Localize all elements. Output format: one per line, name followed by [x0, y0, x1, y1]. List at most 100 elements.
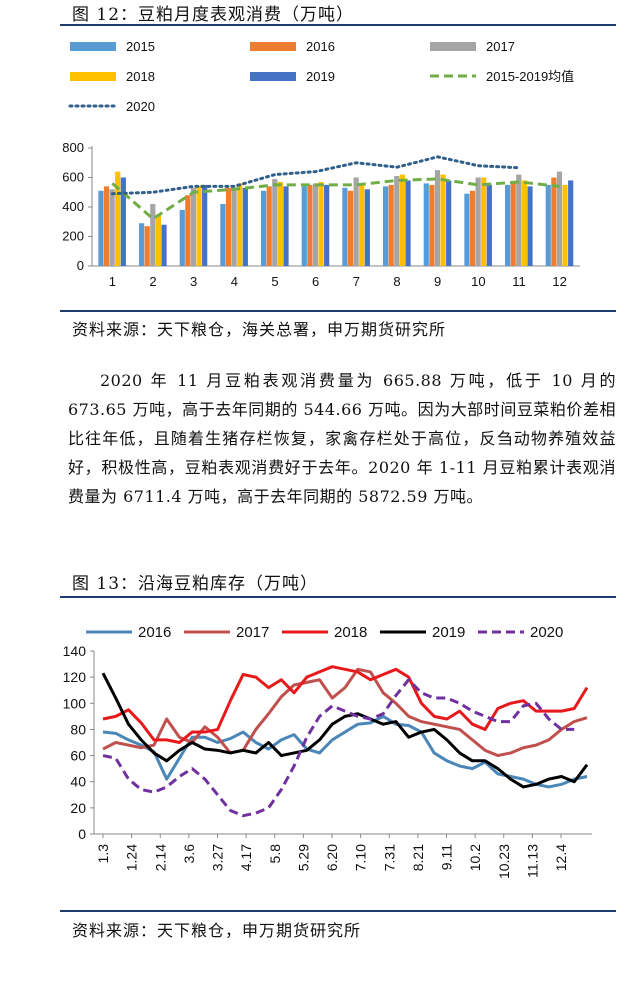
x-tick-label-1.24: 1.24	[124, 844, 140, 871]
y-tick-label-600: 600	[62, 170, 84, 185]
legend-swatch-2017	[430, 42, 476, 51]
bar-2019-month-9	[446, 180, 452, 266]
y-tick-label-800: 800	[62, 140, 84, 155]
bar-2018-month-7	[359, 183, 365, 266]
legend-label-2018: 2018	[334, 624, 367, 641]
bar-2017-month-7	[353, 177, 359, 266]
x-tick-label-5.29: 5.29	[295, 844, 311, 871]
x-tick-label-8.21: 8.21	[410, 844, 426, 871]
bar-2015-month-10	[464, 193, 470, 266]
analysis-paragraph: 2020 年 11 月豆粕表观消费量为 665.88 万吨，低于 10 月的 6…	[68, 371, 616, 506]
bar-2015-month-4	[220, 204, 226, 266]
bar-2019-month-12	[568, 180, 574, 266]
bar-2016-month-11	[510, 183, 516, 266]
x-tick-label-10.23: 10.23	[496, 844, 512, 879]
bar-2018-month-3	[196, 186, 202, 266]
bar-2016-month-7	[347, 190, 354, 266]
legend-swatch-2019	[250, 72, 296, 81]
y-tick-label-0: 0	[78, 826, 86, 842]
monthly-consumption-chart: 2015 2016 2017 2018 2019 2015-2019均值 2020 0 200 4…	[62, 39, 580, 289]
bar-2015-month-9	[423, 183, 429, 266]
bar-2018-month-6	[318, 181, 324, 266]
bar-2017-month-1	[109, 189, 115, 266]
x-tick-label-11: 11	[512, 274, 526, 289]
x-tick-label-3.27: 3.27	[210, 844, 226, 871]
figure-13-top-rule	[60, 596, 616, 598]
y-tick-label-140: 140	[63, 643, 87, 659]
series-line-2020	[110, 155, 521, 196]
x-tick-label-11.13: 11.13	[524, 844, 540, 878]
y-tick-label-0: 0	[77, 258, 84, 273]
bar-2016-month-3	[185, 195, 191, 266]
bar-2017-month-8	[394, 176, 400, 266]
bar-2015-month-8	[383, 186, 389, 266]
bar-2015-month-3	[179, 209, 185, 266]
bar-2019-month-1	[120, 177, 126, 266]
bar-2016-month-12	[551, 177, 557, 266]
x-tick-label-4.17: 4.17	[238, 844, 254, 871]
legend-label-2018: 2018	[126, 69, 155, 84]
series-line-2020	[102, 678, 575, 818]
x-tick-label-2.14: 2.14	[152, 844, 168, 871]
bar-2016-month-10	[469, 190, 476, 266]
legend-label-2019: 2019	[432, 624, 465, 641]
x-tick-label-5: 5	[271, 274, 278, 289]
bar-2015-month-6	[301, 186, 307, 266]
bar-2019-month-6	[324, 184, 330, 266]
bar-2017-month-2	[150, 204, 156, 266]
series-line-2018	[102, 665, 589, 744]
bar-2018-month-11	[521, 180, 527, 266]
bar-2016-month-5	[266, 186, 272, 266]
x-tick-label-10.2: 10.2	[467, 844, 483, 871]
bar-2019-month-4	[242, 187, 248, 266]
legend-label-2015: 2015	[126, 39, 155, 54]
bar-2019-month-2	[161, 224, 167, 266]
x-tick-label-1.3: 1.3	[95, 844, 111, 864]
bar-2015-month-11	[505, 184, 511, 266]
y-tick-label-100: 100	[63, 695, 87, 711]
bar-2017-month-12	[556, 171, 563, 266]
bar-2016-month-6	[307, 184, 313, 266]
y-tick-label-80: 80	[70, 721, 86, 737]
bar-2016-month-4	[225, 187, 232, 266]
x-tick-label-4: 4	[231, 274, 238, 289]
bar-2015-month-5	[261, 190, 267, 266]
bar-2019-month-11	[527, 186, 533, 266]
legend-label-2020: 2020	[126, 99, 155, 114]
legend-swatch-2016	[250, 42, 296, 51]
x-tick-label-3.6: 3.6	[181, 844, 197, 864]
x-tick-label-12: 12	[552, 274, 566, 289]
bar-2016-month-2	[144, 226, 150, 266]
figure-12-title: 图 12：豆粕月度表观消费（万吨）	[72, 5, 355, 25]
bar-2019-month-3	[202, 184, 208, 266]
y-tick-label-20: 20	[70, 800, 86, 816]
x-tick-label-2: 2	[149, 274, 156, 289]
bar-2018-month-2	[155, 214, 161, 266]
x-tick-label-5.8: 5.8	[267, 844, 283, 864]
figure-13-source: 资料来源：天下粮仓，申万期货研究所	[72, 921, 362, 940]
x-tick-label-12.4: 12.4	[553, 844, 569, 871]
bar-2019-month-8	[405, 180, 411, 266]
y-tick-label-60: 60	[70, 748, 86, 764]
x-tick-label-6: 6	[312, 274, 319, 289]
bar-2019-month-5	[283, 186, 289, 266]
figure-12-source: 资料来源：天下粮仓，海关总署，申万期货研究所	[72, 320, 447, 339]
legend-label-2016: 2016	[138, 624, 171, 641]
x-tick-label-9.11: 9.11	[439, 844, 455, 870]
bar-2015-month-7	[342, 187, 348, 266]
figure-13-title: 图 13：沿海豆粕库存（万吨）	[72, 574, 319, 594]
legend-label-2019: 2019	[306, 69, 335, 84]
bar-2016-month-8	[388, 184, 394, 266]
bar-2017-month-11	[516, 174, 522, 266]
bar-2016-month-1	[103, 186, 110, 266]
x-tick-label-9: 9	[434, 274, 441, 289]
bar-2018-month-5	[277, 181, 283, 266]
series-line-2019	[101, 672, 589, 789]
legend-label-2017: 2017	[486, 39, 515, 54]
bar-2018-month-9	[440, 174, 446, 266]
figure-12-bottom-rule	[60, 310, 616, 312]
bar-2018-month-12	[562, 184, 568, 266]
y-tick-label-40: 40	[70, 774, 86, 790]
series-line-2015-2019均值	[111, 177, 560, 221]
legend-swatch-2015	[70, 42, 116, 51]
